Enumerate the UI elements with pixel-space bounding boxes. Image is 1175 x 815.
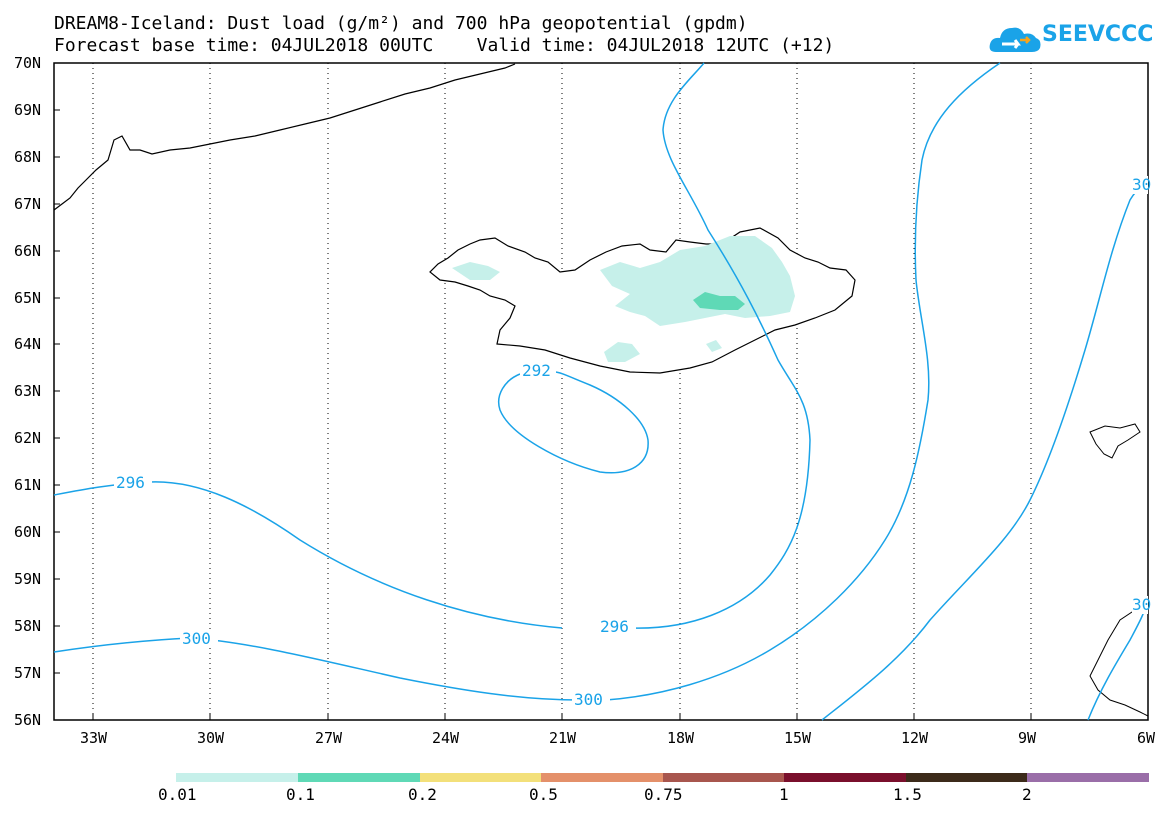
contour-300-west [53,637,581,701]
latitude-labels: 70N 69N 68N 67N 66N 65N 64N 63N 62N 61N … [14,54,41,729]
colorbar-tick-label: 0.5 [529,785,558,804]
lat-label: 66N [14,242,41,260]
contour-300-east [605,62,1001,701]
greenland-coastline [53,63,516,211]
lat-label: 57N [14,664,41,682]
lat-label: 60N [14,523,41,541]
contour-label: 296 [116,473,145,492]
lon-label: 12W [901,729,929,747]
colorbar-segment [176,773,298,782]
lat-label: 56N [14,711,41,729]
map-title: DREAM8-Iceland: Dust load (g/m²) and 700… [54,13,748,34]
longitude-labels: 33W 30W 27W 24W 21W 18W 15W 12W 9W 6W [80,729,1156,747]
lon-label: 6W [1137,729,1156,747]
lon-label: 9W [1018,729,1037,747]
colorbar-tick-label: 2 [1022,785,1032,804]
lat-label: 58N [14,617,41,635]
forecast-times: Forecast base time: 04JUL2018 00UTC Vali… [54,35,835,56]
colorbar-segment [420,773,541,782]
dust-area-0.1 [693,292,745,310]
dust-area-0.01 [600,236,795,326]
contour-296-west [53,481,563,629]
colorbar-segment [663,773,784,782]
colorbar-segment [1027,773,1149,782]
lon-label: 24W [432,729,460,747]
lon-label: 15W [784,729,812,747]
colorbar-segment [298,773,420,782]
lon-label: 21W [549,729,577,747]
colorbar-tick-label: 1.5 [893,785,922,804]
lat-label: 69N [14,101,41,119]
lat-label: 67N [14,195,41,213]
dust-area-southeast [706,340,722,352]
colorbar-tick-label: 0.1 [286,785,315,804]
lat-label: 68N [14,148,41,166]
geopotential-contours [53,62,1149,721]
lon-label: 30W [197,729,225,747]
contour-label: 292 [522,361,551,380]
lat-label: 61N [14,476,41,494]
lat-label: 62N [14,429,41,447]
map-frame [53,62,1149,721]
contour-label: 300 [182,629,211,648]
contour-label: 296 [600,617,629,636]
colorbar-tick-label: 1 [779,785,789,804]
contour-304 [821,179,1149,721]
colorbar: 0.01 0.1 0.2 0.5 0.75 1 1.5 2 [158,773,1149,804]
lat-label: 63N [14,382,41,400]
dust-area-south [604,342,640,362]
colorbar-segment [906,773,1027,782]
axis-ticks [54,62,1032,721]
contour-296-east [629,62,811,629]
cloud-logo-icon [989,27,1041,52]
dust-area-west [452,262,500,280]
colorbar-segment [541,773,663,782]
colorbar-tick-label: 0.2 [408,785,437,804]
lon-label: 27W [315,729,343,747]
lat-label: 70N [14,54,41,72]
contour-labels: 292 296 296 300 300 30 30 [114,175,1151,709]
seevccc-logo-text: SEEVCCC [1042,22,1154,47]
scotland-coastline [1089,599,1149,717]
colorbar-tick-label: 0.01 [158,785,197,804]
contour-label: 30 [1132,595,1151,614]
contour-292 [498,371,649,474]
colorbar-segment [784,773,906,782]
lon-label: 18W [667,729,695,747]
iceland-land [429,227,856,374]
contour-label: 300 [574,690,603,709]
colorbar-tick-label: 0.75 [644,785,683,804]
lat-label: 64N [14,335,41,353]
lat-label: 59N [14,570,41,588]
contour-label: 30 [1132,175,1151,194]
lat-label: 65N [14,289,41,307]
lon-label: 33W [80,729,108,747]
faroe-islands [1089,423,1141,459]
